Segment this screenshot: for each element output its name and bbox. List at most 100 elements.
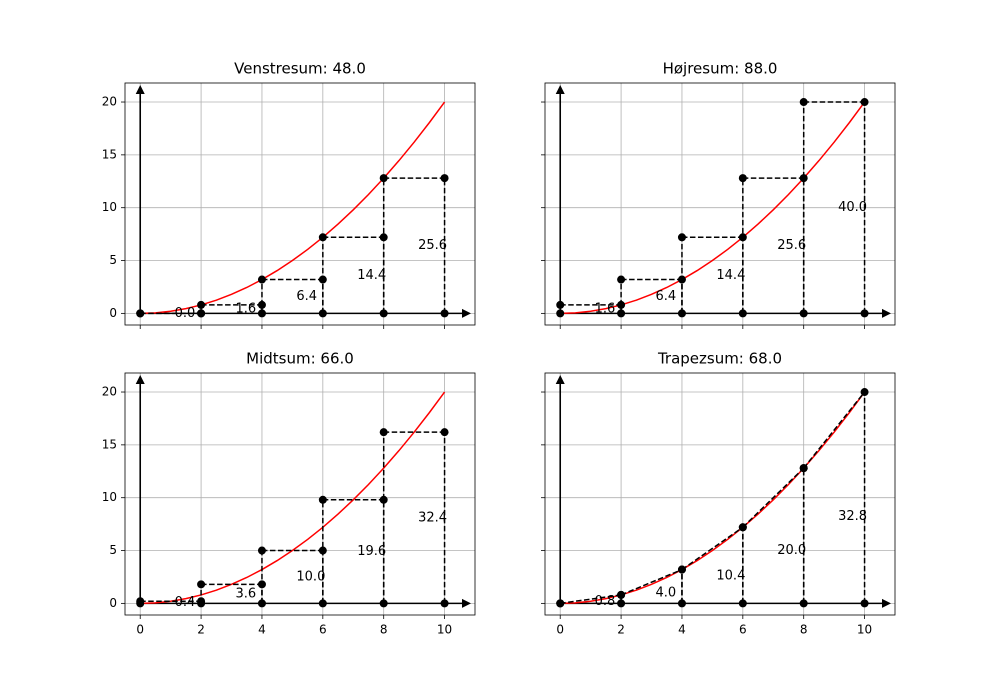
base-dot xyxy=(136,309,145,318)
corner-dot xyxy=(318,233,327,242)
curve xyxy=(140,101,446,315)
corner-dot xyxy=(379,174,388,183)
subplot-title: Venstresum: 48.0 xyxy=(234,60,366,78)
y-tick-label: 5 xyxy=(109,253,117,267)
axes-frame xyxy=(124,82,476,326)
corner-dot xyxy=(617,275,626,284)
corner-dot xyxy=(379,428,388,437)
x-tick-label: 8 xyxy=(380,623,388,637)
area-label: 25.6 xyxy=(777,238,806,253)
corner-dot xyxy=(799,464,808,473)
base-dot xyxy=(799,599,808,608)
y-arrow-head xyxy=(555,85,565,94)
corner-dot xyxy=(677,233,686,242)
y-tick-label: 15 xyxy=(102,437,117,451)
corner-dot xyxy=(440,428,449,437)
y-tick-label: 20 xyxy=(102,385,117,399)
subplot-title: Midtsum: 66.0 xyxy=(246,350,354,368)
curve xyxy=(140,391,446,605)
corner-dot xyxy=(556,300,565,309)
corner-dot xyxy=(617,590,626,599)
corner-dot xyxy=(257,275,266,284)
curve xyxy=(560,391,866,605)
rect-top xyxy=(681,526,744,571)
corner-dot xyxy=(799,98,808,107)
area-label: 20.0 xyxy=(777,543,806,558)
x-tick-label: 4 xyxy=(678,623,686,637)
corner-dot xyxy=(738,174,747,183)
area-label: 0.8 xyxy=(595,594,616,609)
subplot: Trapezsum: 68.0 0 2 4 6 8 10 0.8 4.0 10.4 20.0 32.8 xyxy=(541,350,896,637)
area-label: 4.0 xyxy=(656,585,677,600)
x-tick-label: 2 xyxy=(617,623,625,637)
base-dot xyxy=(379,309,388,318)
x-arrow-head xyxy=(462,598,471,608)
subplot-title: Højresum: 88.0 xyxy=(663,60,778,78)
base-dot xyxy=(197,309,206,318)
area-label: 10.0 xyxy=(296,569,325,584)
corner-dot xyxy=(197,300,206,309)
base-dot xyxy=(440,599,449,608)
corner-dot xyxy=(197,580,206,589)
y-tick-label: 0 xyxy=(109,306,117,320)
rect-top xyxy=(803,391,866,469)
area-label: 10.4 xyxy=(716,568,745,583)
area-label: 6.4 xyxy=(656,289,677,304)
y-arrow-head xyxy=(135,85,145,94)
x-tick-label: 0 xyxy=(556,623,564,637)
area-label: 14.4 xyxy=(357,268,386,283)
base-dot xyxy=(318,599,327,608)
corner-dot xyxy=(318,495,327,504)
base-dot xyxy=(617,599,626,608)
base-dot xyxy=(860,309,869,318)
area-label: 1.6 xyxy=(236,302,257,317)
base-dot xyxy=(860,599,869,608)
corner-dot xyxy=(440,174,449,183)
corner-dot xyxy=(379,495,388,504)
base-dot xyxy=(617,309,626,318)
base-dot xyxy=(257,599,266,608)
y-tick-label: 20 xyxy=(102,95,117,109)
curve xyxy=(560,101,866,315)
y-arrow-head xyxy=(555,375,565,384)
base-dot xyxy=(738,599,747,608)
corner-dot xyxy=(860,388,869,397)
subplot: Venstresum: 48.0 0 5 10 15 20 0.0 1.6 6.4 14.4 25.… xyxy=(102,60,476,329)
x-tick-label: 10 xyxy=(437,623,452,637)
x-arrow-head xyxy=(882,308,891,318)
area-label: 0.4 xyxy=(175,595,196,610)
corner-dot xyxy=(738,523,747,532)
x-tick-label: 2 xyxy=(197,623,205,637)
corner-dot xyxy=(799,174,808,183)
y-tick-label: 10 xyxy=(102,200,117,214)
subplot: Højresum: 88.0 1.6 6.4 14.4 25.6 40.0 xyxy=(541,60,896,329)
x-tick-label: 6 xyxy=(319,623,327,637)
x-tick-label: 8 xyxy=(800,623,808,637)
area-label: 32.4 xyxy=(418,510,447,525)
area-label: 1.6 xyxy=(595,302,616,317)
y-tick-label: 15 xyxy=(102,147,117,161)
base-dot xyxy=(379,599,388,608)
base-dot xyxy=(556,309,565,318)
area-label: 25.6 xyxy=(418,238,447,253)
rect-top xyxy=(560,594,622,605)
area-label: 6.4 xyxy=(296,289,317,304)
y-tick-label: 0 xyxy=(109,596,117,610)
corner-dot xyxy=(860,98,869,107)
x-tick-label: 10 xyxy=(857,623,872,637)
rect-top xyxy=(742,467,805,528)
rect-top xyxy=(620,568,683,596)
area-label: 40.0 xyxy=(838,200,867,215)
base-dot xyxy=(677,309,686,318)
base-dot xyxy=(556,599,565,608)
base-dot xyxy=(440,309,449,318)
area-label: 14.4 xyxy=(716,268,745,283)
x-tick-label: 6 xyxy=(739,623,747,637)
base-dot xyxy=(677,599,686,608)
corner-dot xyxy=(257,546,266,555)
base-dot xyxy=(197,599,206,608)
x-tick-label: 0 xyxy=(136,623,144,637)
area-label: 3.6 xyxy=(236,586,257,601)
axes-frame xyxy=(544,82,896,326)
